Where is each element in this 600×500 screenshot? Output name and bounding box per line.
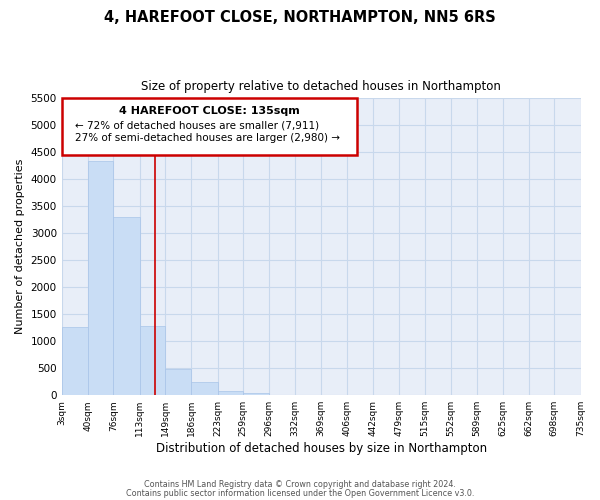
- Text: 4 HAREFOOT CLOSE: 135sqm: 4 HAREFOOT CLOSE: 135sqm: [119, 106, 300, 116]
- Bar: [88, 162, 113, 395]
- X-axis label: Distribution of detached houses by size in Northampton: Distribution of detached houses by size …: [155, 442, 487, 455]
- FancyBboxPatch shape: [62, 98, 358, 154]
- Text: 4, HAREFOOT CLOSE, NORTHAMPTON, NN5 6RS: 4, HAREFOOT CLOSE, NORTHAMPTON, NN5 6RS: [104, 10, 496, 25]
- Title: Size of property relative to detached houses in Northampton: Size of property relative to detached ho…: [141, 80, 501, 93]
- Bar: [140, 326, 165, 395]
- Y-axis label: Number of detached properties: Number of detached properties: [15, 159, 25, 334]
- Text: Contains public sector information licensed under the Open Government Licence v3: Contains public sector information licen…: [126, 489, 474, 498]
- Bar: [218, 391, 243, 395]
- Bar: [243, 392, 269, 395]
- Text: 27% of semi-detached houses are larger (2,980) →: 27% of semi-detached houses are larger (…: [74, 134, 340, 143]
- Text: ← 72% of detached houses are smaller (7,911): ← 72% of detached houses are smaller (7,…: [74, 120, 319, 130]
- Bar: [165, 370, 191, 395]
- Bar: [113, 217, 140, 395]
- Bar: [62, 326, 88, 395]
- Bar: [191, 382, 218, 395]
- Text: Contains HM Land Registry data © Crown copyright and database right 2024.: Contains HM Land Registry data © Crown c…: [144, 480, 456, 489]
